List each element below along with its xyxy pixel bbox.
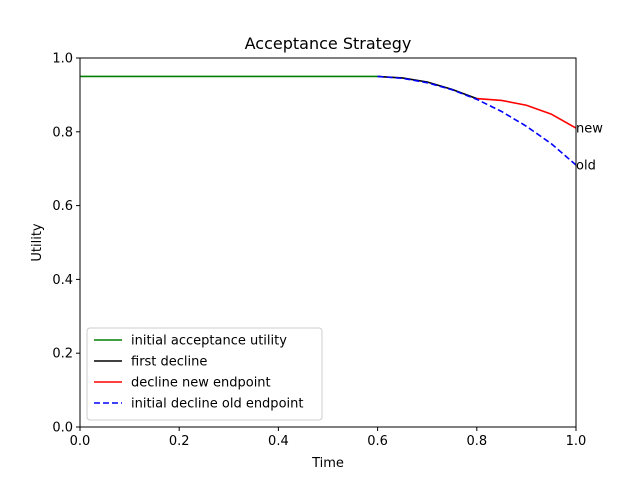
annotation-new: new <box>576 122 603 137</box>
y-tick-label: 1.0 <box>52 52 73 67</box>
y-tick-label: 0.0 <box>52 421 73 436</box>
legend-entry-label: initial acceptance utility <box>131 334 287 349</box>
chart-title: Acceptance Strategy <box>245 34 412 53</box>
y-axis-label: Utility <box>30 223 45 262</box>
plot-area <box>80 75 577 166</box>
y-tick-label: 0.2 <box>52 347 73 362</box>
plot-frame <box>79 57 577 428</box>
legend-entry-label: first decline <box>131 355 207 370</box>
legend-entry-label: decline new endpoint <box>131 376 271 391</box>
x-axis-label: Time <box>311 456 344 471</box>
x-tick-label: 1.0 <box>566 434 587 449</box>
x-tick-label: 0.8 <box>466 434 487 449</box>
legend-box <box>86 327 323 421</box>
series-line-3 <box>476 97 577 129</box>
x-axis-ticks: 0.0 0.2 0.4 0.6 0.8 1.0 <box>70 427 587 449</box>
x-tick-label: 0.2 <box>169 434 190 449</box>
annotation-old: old <box>576 159 596 174</box>
x-tick-label: 0.0 <box>70 434 91 449</box>
legend: initial acceptance utility first decline d… <box>86 327 323 421</box>
y-tick-label: 0.6 <box>52 199 73 214</box>
y-tick-label: 0.4 <box>52 273 73 288</box>
annotations: new old <box>576 122 603 174</box>
x-tick-label: 0.4 <box>268 434 289 449</box>
x-tick-label: 0.6 <box>367 434 388 449</box>
legend-entry-label: initial decline old endpoint <box>131 397 303 412</box>
y-axis-ticks: 0.0 0.2 0.4 0.6 0.8 1.0 <box>52 52 80 436</box>
y-tick-label: 0.8 <box>52 125 73 140</box>
series-line-4 <box>377 75 577 166</box>
series-line-2 <box>377 75 478 100</box>
